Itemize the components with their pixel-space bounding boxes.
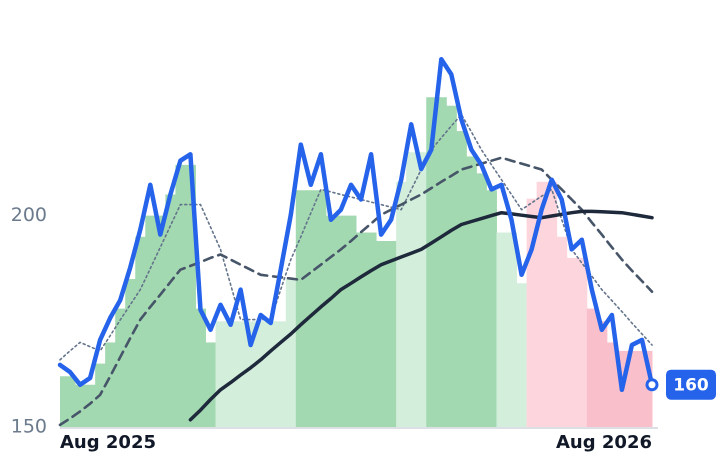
band [526, 198, 538, 427]
series-line [59, 113, 653, 361]
band [416, 152, 427, 428]
band [265, 321, 277, 427]
axes: 150 200 Aug 2025 Aug 2026 [11, 204, 658, 453]
y-tick-label: 200 [11, 204, 47, 226]
band [335, 215, 347, 427]
band [506, 232, 518, 427]
band [305, 190, 317, 427]
band [456, 131, 467, 428]
series-line [57, 56, 655, 393]
band [466, 156, 477, 428]
band [205, 342, 217, 427]
band [516, 283, 528, 427]
band [60, 376, 66, 427]
band [546, 181, 558, 427]
band [245, 321, 257, 427]
band [345, 215, 357, 427]
band [165, 194, 176, 427]
band [636, 350, 648, 427]
band [285, 279, 297, 427]
band [185, 164, 196, 427]
band [376, 240, 387, 427]
band [195, 308, 206, 427]
bands [60, 97, 653, 428]
band [446, 105, 457, 428]
band [155, 215, 166, 427]
band [556, 236, 568, 427]
lines: 160 [57, 56, 716, 427]
band [135, 236, 146, 427]
band [596, 321, 608, 427]
series-line [188, 209, 654, 422]
band [175, 164, 186, 427]
band [396, 181, 407, 427]
band [536, 181, 548, 427]
band [576, 257, 588, 427]
band [65, 376, 76, 427]
band [476, 173, 487, 427]
band [325, 215, 337, 427]
band [406, 152, 417, 428]
band [436, 97, 447, 428]
band [496, 232, 508, 427]
band [145, 215, 156, 427]
band [85, 384, 96, 427]
band [295, 190, 307, 427]
band [566, 257, 578, 427]
band [356, 232, 367, 427]
x-tick-label: Aug 2026 [556, 432, 652, 453]
band [75, 384, 86, 427]
band [366, 232, 377, 427]
value-badge [666, 369, 716, 400]
band [275, 321, 287, 427]
y-tick-label: 150 [11, 416, 47, 438]
band [586, 308, 598, 427]
x-tick-label: Aug 2025 [60, 432, 156, 453]
band [486, 190, 497, 427]
band [115, 308, 126, 427]
value-label: 160 [673, 376, 709, 396]
band [105, 342, 116, 427]
band [215, 321, 227, 427]
end-point [645, 378, 659, 392]
band [255, 321, 267, 427]
band [386, 240, 397, 427]
band [125, 279, 136, 427]
band [626, 350, 638, 427]
band [606, 342, 618, 427]
band [426, 97, 437, 428]
band [225, 321, 237, 427]
